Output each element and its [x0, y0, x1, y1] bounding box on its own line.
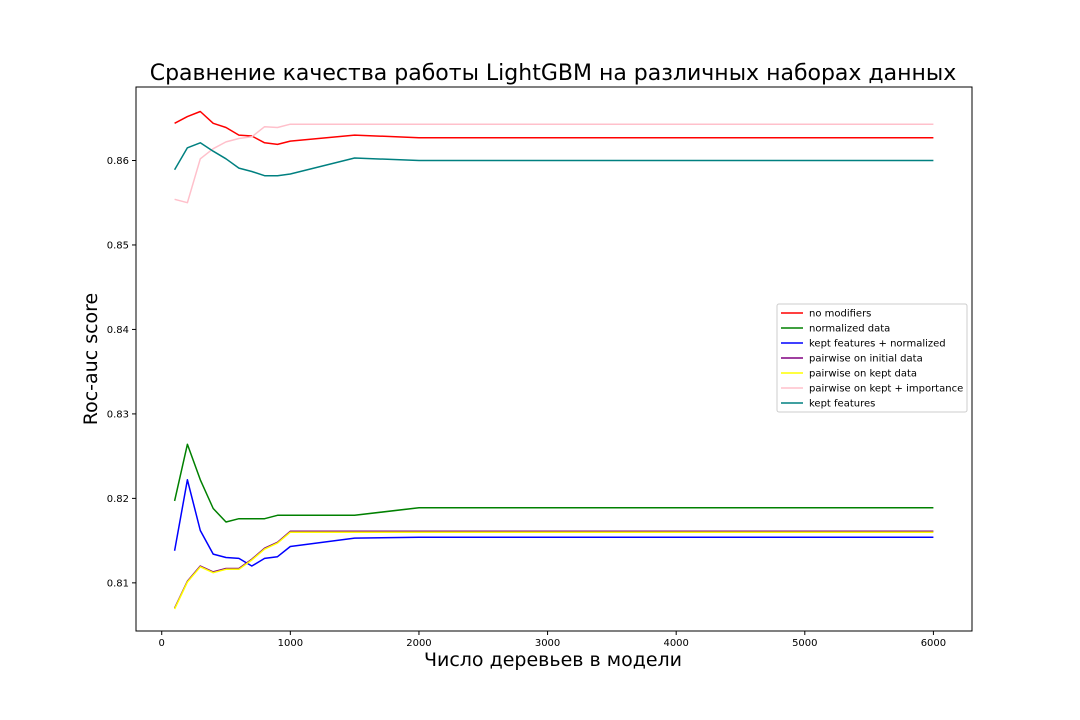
- series-lines: [173, 110, 934, 610]
- legend-label-no-modifiers: no modifiers: [809, 309, 871, 320]
- y-tick-label: 0.81: [107, 578, 129, 589]
- legend-label-normalized-data: normalized data: [809, 324, 890, 335]
- legend: no modifiers normalized data kept features…: [776, 303, 968, 413]
- legend-label-kept-features-normalized: kept features + normalized: [809, 339, 946, 350]
- x-axis-label: Число деревьев в модели: [424, 649, 682, 671]
- x-tick-label: 5000: [792, 638, 817, 649]
- y-tick-label: 0.83: [107, 409, 129, 420]
- x-tick-label: 1000: [278, 638, 303, 649]
- x-tick-label: 0: [159, 638, 165, 649]
- y-axis-label: Roc-auc score: [80, 293, 102, 426]
- legend-label-pairwise-on-initial-data: pairwise on initial data: [809, 354, 923, 365]
- x-tick-label: 2000: [406, 638, 431, 649]
- x-tick-label: 3000: [535, 638, 560, 649]
- legend-label-kept-features: kept features: [809, 399, 875, 410]
- y-tick-label: 0.86: [107, 156, 129, 167]
- series-line-kept-features: [173, 142, 934, 177]
- axes-frame: [135, 86, 973, 632]
- series-line-pairwise-on-kept-data: [173, 531, 934, 610]
- series-line-pairwise-on-kept-importance: [174, 123, 934, 204]
- x-axis-ticks: 0 1000 2000 3000 4000 5000 6000: [159, 631, 946, 649]
- series-line-kept-features-normalized: [173, 479, 934, 567]
- plot-area: 0 1000 2000 3000 4000 5000 6000 0.810.820.830.…: [107, 86, 973, 649]
- series-line-normalized-data: [173, 443, 934, 523]
- y-tick-label: 0.85: [107, 240, 129, 251]
- legend-label-pairwise-on-kept-importance: pairwise on kept + importance: [809, 384, 963, 395]
- x-tick-label: 4000: [663, 638, 688, 649]
- legend-label-pairwise-on-kept-data: pairwise on kept data: [809, 369, 917, 380]
- x-tick-label: 6000: [921, 638, 946, 649]
- chart-title: Сравнение качества работы LightGBM на ра…: [150, 61, 957, 86]
- y-tick-label: 0.82: [107, 494, 129, 505]
- legend-box: [776, 303, 968, 413]
- y-axis-ticks: 0.81 0.82 0.83 0.84 0.85 0.86: [107, 156, 136, 589]
- y-tick-label: 0.84: [107, 325, 129, 336]
